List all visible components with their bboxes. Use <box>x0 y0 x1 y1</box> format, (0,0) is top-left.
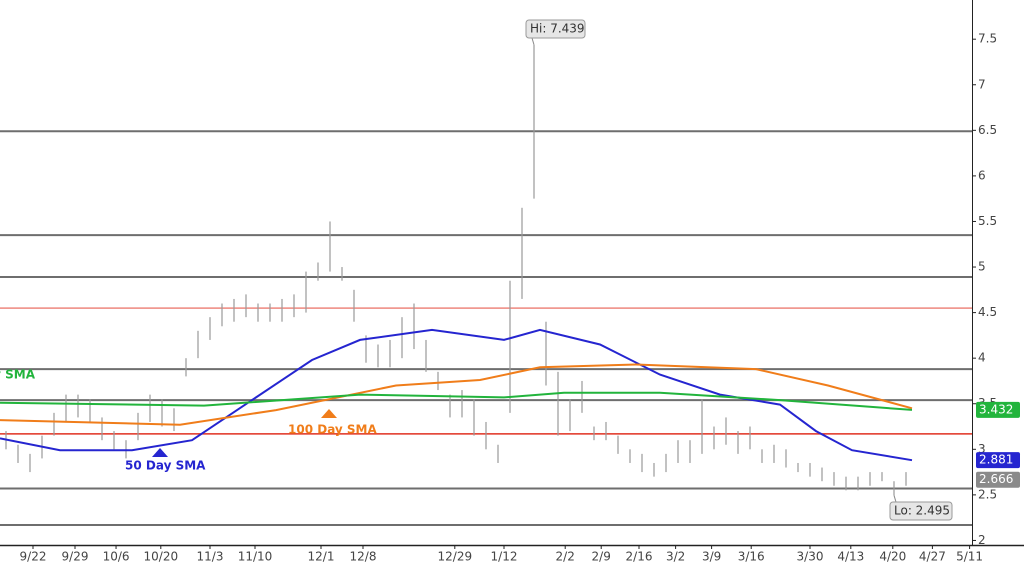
sma-label: 50 Day SMA <box>125 459 206 473</box>
x-tick-label: 2/2 <box>556 550 575 564</box>
value-box <box>976 471 1020 488</box>
y-tick-label: 4 <box>978 351 986 365</box>
y-tick-label: 5.5 <box>978 214 997 228</box>
x-tick-label: 12/8 <box>350 550 377 564</box>
y-tick-label: 7.5 <box>978 32 997 46</box>
sma-marker <box>152 448 168 457</box>
value-box-label: 2.666 <box>979 472 1013 486</box>
x-tick-label: 12/29 <box>438 550 473 564</box>
y-tick-label: 5 <box>978 260 986 274</box>
sma-label: 100 Day SMA <box>288 423 378 437</box>
x-tick-label: 9/29 <box>62 550 89 564</box>
x-tick-label: 3/9 <box>702 550 721 564</box>
value-box <box>976 452 1020 469</box>
x-tick-label: 10/20 <box>144 550 179 564</box>
y-tick-label: 3 <box>978 442 986 456</box>
x-tick-label: 4/27 <box>919 550 946 564</box>
annotation-box <box>889 501 953 521</box>
y-tick-label: 2 <box>978 533 986 547</box>
sma-label: y SMA <box>0 368 36 382</box>
sma-marker <box>321 409 337 418</box>
value-box-label: 3.432 <box>979 402 1013 416</box>
x-tick-label: 12/1 <box>308 550 335 564</box>
sma-line <box>0 328 913 462</box>
y-tick-label: 6 <box>978 168 986 182</box>
x-tick-label: 11/3 <box>197 550 224 564</box>
annotation-pointer <box>531 37 535 45</box>
x-tick-label: 3/16 <box>738 550 765 564</box>
x-tick-label: 4/13 <box>837 550 864 564</box>
annotation-pointer <box>893 495 897 503</box>
annotation-label: Lo: 2.495 <box>894 504 950 518</box>
y-tick-label: 7 <box>978 77 986 91</box>
sma-line <box>0 391 913 411</box>
x-tick-label: 2/16 <box>626 550 653 564</box>
annotation-box <box>525 19 586 39</box>
x-tick-label: 11/10 <box>238 550 273 564</box>
x-tick-label: 3/2 <box>666 550 685 564</box>
value-box-label: 2.881 <box>979 453 1013 467</box>
sma-line <box>0 363 913 426</box>
y-tick-label: 2.5 <box>978 487 997 501</box>
y-tick-label: 6.5 <box>978 123 997 137</box>
annotation-label: Hi: 7.439 <box>530 22 585 36</box>
x-tick-label: 5/11 <box>956 550 983 564</box>
x-tick-label: 1/12 <box>491 550 518 564</box>
x-tick-label: 4/20 <box>879 550 906 564</box>
x-tick-label: 3/30 <box>797 550 824 564</box>
x-tick-label: 2/9 <box>592 550 611 564</box>
y-tick-label: 4.5 <box>978 305 997 319</box>
x-tick-label: 10/6 <box>103 550 130 564</box>
value-box <box>976 401 1020 418</box>
x-tick-label: 9/22 <box>20 550 47 564</box>
